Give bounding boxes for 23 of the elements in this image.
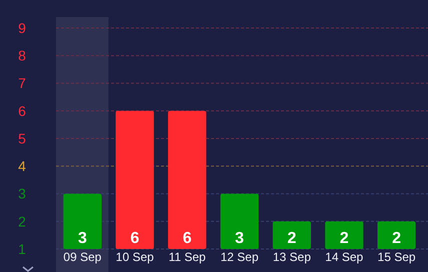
- x-tick-label: 12 Sep: [220, 250, 259, 264]
- data-label: 2: [287, 230, 296, 247]
- data-label: 2: [392, 230, 402, 247]
- data-label: 6: [182, 230, 192, 247]
- y-tick-label: 8: [18, 48, 26, 64]
- y-tick-label: 6: [18, 102, 26, 119]
- x-tick-label: 11 Sep: [168, 250, 206, 264]
- x-tick-label: 10 Sep: [116, 250, 154, 264]
- x-tick-label: 13 Sep: [272, 250, 312, 264]
- x-tick-label: 14 Sep: [325, 250, 364, 264]
- x-tick-label: 09 Sep: [63, 250, 102, 264]
- data-label: 2: [340, 230, 349, 247]
- y-tick-label: 7: [18, 75, 26, 92]
- data-label: 6: [130, 230, 140, 247]
- y-tick-label: 2: [18, 213, 26, 230]
- y-tick-label: 9: [18, 20, 26, 36]
- x-tick-label: 15 Sep: [378, 250, 416, 264]
- y-tick-label: 1: [18, 240, 26, 257]
- data-label: 3: [78, 230, 87, 247]
- y-tick-label: 3: [18, 186, 26, 202]
- y-tick-label: 5: [18, 130, 26, 146]
- data-label: 3: [235, 230, 244, 247]
- y-tick-label: 4: [18, 158, 26, 174]
